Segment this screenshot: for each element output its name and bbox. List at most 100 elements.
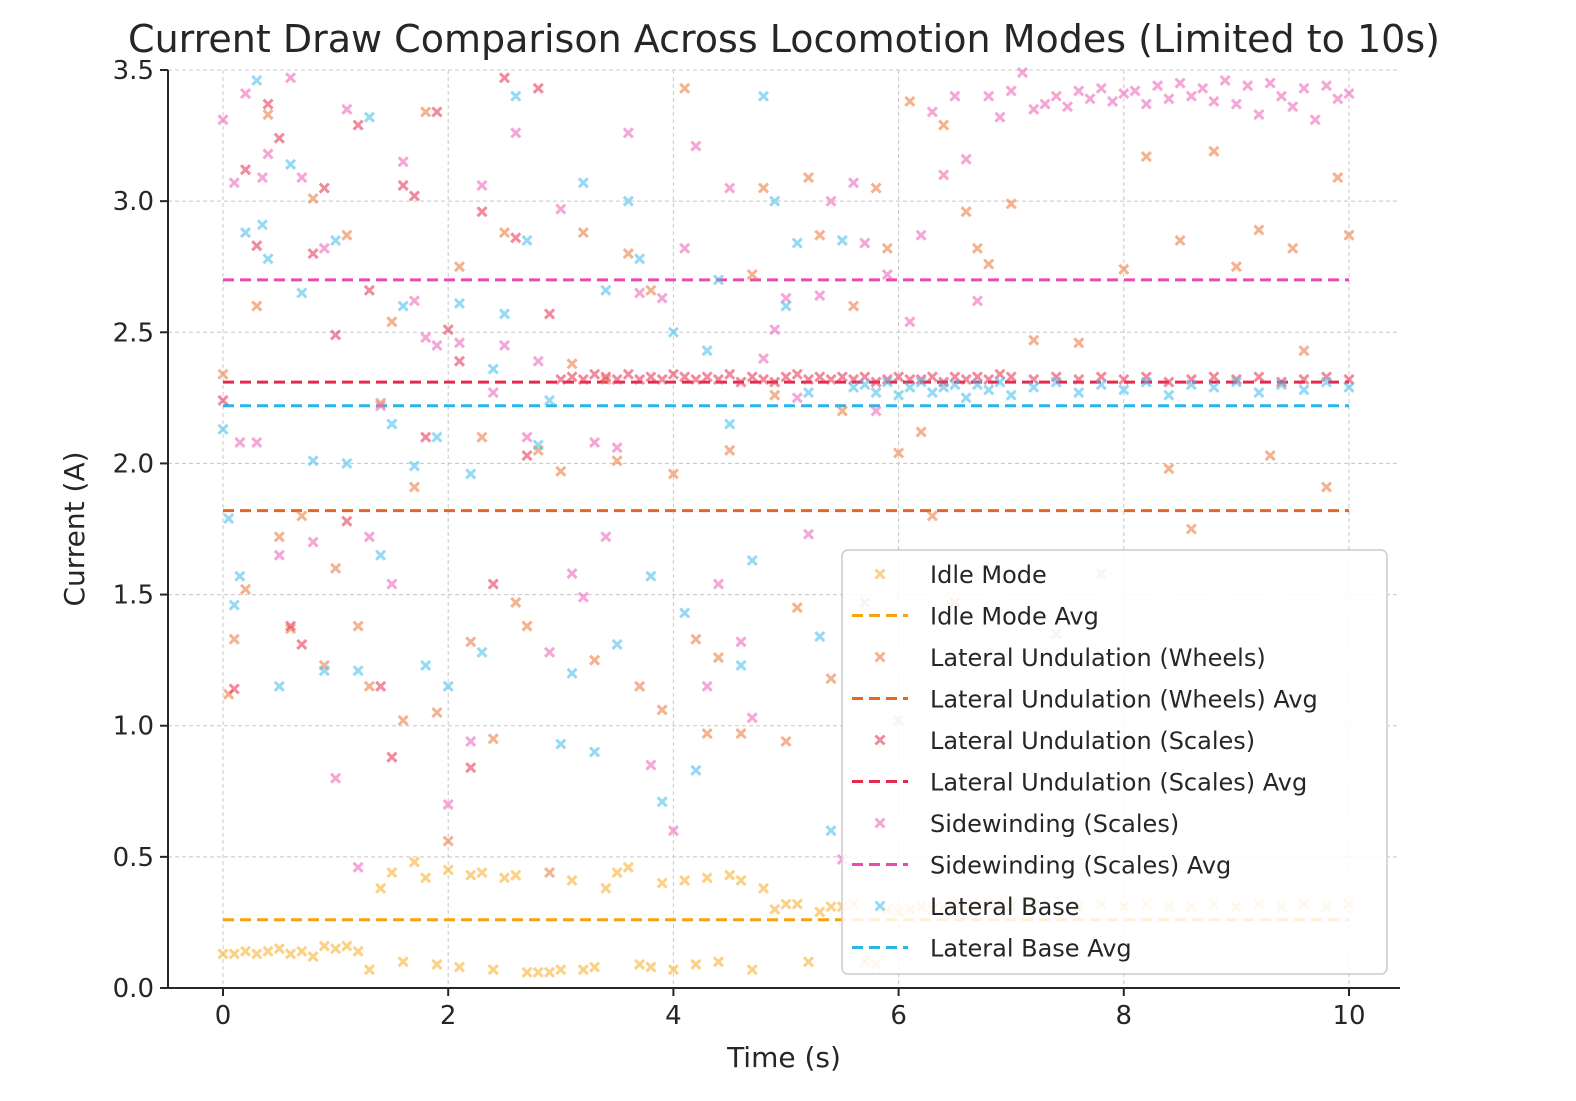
data-point [239, 227, 252, 239]
data-point [521, 620, 533, 632]
data-point [330, 772, 342, 784]
data-point [296, 510, 308, 522]
data-point [397, 179, 409, 191]
data-point [577, 227, 589, 239]
data-point [363, 964, 375, 976]
data-point [476, 867, 488, 879]
series-points [217, 74, 1355, 837]
data-point [1343, 229, 1355, 241]
data-point [307, 950, 319, 963]
data-point [847, 381, 860, 393]
data-point [814, 290, 826, 302]
data-point [589, 961, 601, 973]
data-point [645, 371, 657, 383]
data-point [420, 106, 432, 118]
data-point [757, 182, 770, 194]
y-tick-label: 1.0 [113, 712, 154, 742]
legend-marker [874, 568, 886, 580]
data-point [1185, 90, 1197, 102]
data-point [453, 297, 466, 309]
data-point [251, 948, 263, 960]
data-point [893, 389, 905, 401]
data-point [1230, 98, 1242, 110]
data-point [1084, 93, 1096, 105]
data-point [1163, 389, 1175, 401]
data-point [667, 368, 679, 380]
data-point [1163, 93, 1175, 105]
data-point [521, 431, 533, 443]
data-point [352, 665, 364, 677]
legend-label: Idle Mode [930, 561, 1047, 589]
x-tick-label: 10 [1332, 1001, 1365, 1031]
data-point [1287, 101, 1299, 113]
data-point [1320, 80, 1333, 92]
data-point [555, 203, 567, 215]
data-point [228, 599, 240, 611]
data-point [532, 355, 544, 367]
data-point [498, 308, 511, 320]
data-point [690, 958, 702, 970]
data-point [870, 376, 882, 388]
y-tick-label: 0.5 [113, 843, 154, 873]
data-point [330, 329, 342, 341]
data-point [386, 316, 398, 328]
data-point [870, 182, 882, 194]
x-tick-label: 6 [890, 1001, 907, 1031]
data-point [814, 906, 826, 918]
data-point [284, 623, 297, 635]
data-point [262, 148, 274, 160]
data-point [397, 714, 409, 727]
data-point [825, 195, 837, 207]
data-point [543, 867, 556, 879]
data-point [791, 602, 803, 614]
legend-label: Sidewinding (Scales) Avg [930, 852, 1231, 880]
data-point [1287, 242, 1299, 254]
data-point [926, 371, 938, 383]
data-point [256, 171, 268, 184]
data-point [532, 966, 544, 978]
legend-label: Lateral Undulation (Scales) [930, 727, 1255, 755]
data-point [577, 964, 589, 976]
data-point [1197, 82, 1209, 94]
data-point [1118, 263, 1130, 275]
data-point [341, 515, 353, 527]
data-point [712, 956, 725, 968]
data-point [228, 948, 240, 960]
data-point [735, 659, 747, 671]
data-point [746, 371, 758, 383]
data-point [960, 206, 972, 218]
data-point [949, 90, 961, 102]
data-point [983, 373, 995, 386]
data-point [836, 405, 848, 417]
data-point [408, 295, 420, 307]
data-point [1061, 101, 1074, 113]
data-point [510, 869, 522, 881]
data-point [566, 874, 578, 887]
data-point [724, 182, 736, 194]
data-point [465, 636, 477, 648]
data-point [1118, 373, 1130, 386]
data-point [600, 531, 612, 543]
data-point [656, 373, 668, 386]
data-point [498, 72, 511, 84]
data-point [757, 90, 770, 102]
data-point [284, 72, 297, 84]
data-point [442, 864, 454, 876]
data-point [1298, 384, 1310, 396]
data-point [904, 381, 916, 393]
data-point [330, 562, 342, 574]
data-point [1275, 90, 1288, 102]
data-point [724, 869, 736, 881]
data-point [1163, 463, 1175, 475]
data-point [273, 132, 285, 144]
data-point [893, 447, 905, 459]
data-point [690, 373, 702, 386]
data-point [611, 867, 623, 879]
data-point [566, 667, 578, 679]
data-point [1275, 376, 1288, 388]
data-point [1095, 82, 1107, 94]
data-point [1005, 198, 1017, 210]
data-point [735, 874, 747, 887]
